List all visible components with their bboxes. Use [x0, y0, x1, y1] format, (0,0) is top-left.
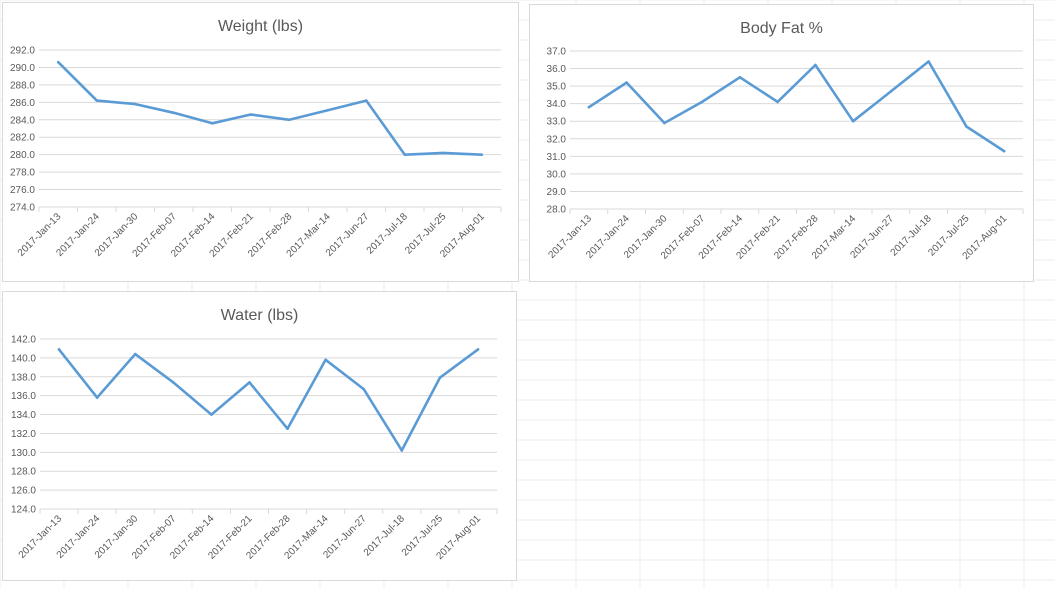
y-tick-label: 31.0 [547, 152, 567, 163]
data-point [249, 113, 253, 116]
y-tick-label: 34.0 [547, 99, 567, 110]
data-point [286, 427, 289, 431]
y-tick-label: 132.0 [11, 429, 36, 440]
y-tick-label: 32.0 [547, 134, 567, 145]
data-point [400, 449, 404, 452]
data-point [663, 121, 666, 125]
data-point [171, 381, 175, 384]
data-point [57, 348, 61, 351]
fat-chart-svg: Body Fat % 28.0 29.0 30.0 31.0 32.0 33.0 34.0 35… [547, 20, 1024, 262]
y-tick-label: 278.0 [10, 168, 35, 179]
data-point [362, 387, 366, 391]
y-tick-label: 276.0 [10, 185, 35, 196]
body-fat-chart[interactable]: Body Fat % 28.0 29.0 30.0 31.0 32.0 33.0 34.0 35… [529, 4, 1034, 282]
data-point [438, 376, 442, 380]
weight-series-line [56, 60, 484, 156]
data-point [814, 63, 817, 67]
y-tick-label: 282.0 [10, 133, 35, 144]
y-tick-label: 134.0 [11, 410, 36, 421]
y-tick-label: 33.0 [547, 117, 567, 128]
data-point [326, 108, 330, 112]
y-tick-label: 280.0 [10, 150, 35, 161]
y-tick-label: 290.0 [10, 63, 35, 74]
data-point [324, 358, 327, 362]
data-point [287, 118, 291, 122]
weight-chart[interactable]: Weight (lbs) 274.0 276.0 278.0 280.0 282.0 284… [2, 2, 519, 282]
water-chart-svg: Water (lbs) 124.0 126.0 128.0 130.0 132.0 134.… [11, 307, 498, 562]
data-point [965, 125, 968, 128]
data-point [889, 90, 893, 93]
data-point [248, 381, 251, 384]
data-point [851, 119, 855, 123]
data-point [210, 413, 213, 416]
y-tick-label: 126.0 [11, 486, 36, 497]
chart-title: Body Fat % [740, 20, 823, 37]
data-point [625, 81, 628, 84]
data-point [95, 99, 99, 102]
y-tick-label: 30.0 [547, 169, 567, 180]
data-point [480, 153, 484, 156]
y-tick-label: 142.0 [11, 335, 36, 346]
y-tick-label: 140.0 [11, 353, 36, 364]
y-tick-label: 128.0 [11, 467, 36, 478]
chart-title: Water (lbs) [221, 307, 299, 324]
data-point [403, 153, 407, 156]
weight-chart-svg: Weight (lbs) 274.0 276.0 278.0 280.0 282.0 284… [10, 18, 502, 260]
data-point [700, 100, 704, 104]
data-point [210, 121, 214, 125]
y-tick-label: 286.0 [10, 98, 35, 109]
y-tick-label: 138.0 [11, 372, 36, 383]
water-series-line [57, 348, 480, 452]
y-tick-label: 274.0 [10, 203, 35, 214]
data-point [56, 60, 60, 64]
chart-title: Weight (lbs) [218, 18, 303, 35]
y-tick-label: 29.0 [547, 187, 567, 198]
water-chart[interactable]: Water (lbs) 124.0 126.0 128.0 130.0 132.0 134.… [2, 291, 517, 581]
y-tick-label: 288.0 [10, 80, 35, 91]
data-point [441, 151, 445, 155]
data-point [133, 102, 137, 106]
y-tick-label: 124.0 [11, 505, 36, 516]
y-tick-label: 37.0 [547, 47, 567, 58]
data-point [1002, 149, 1006, 153]
data-point [133, 352, 137, 356]
data-point [738, 76, 742, 79]
data-point [172, 111, 176, 115]
data-point [476, 348, 480, 351]
y-tick-label: 292.0 [10, 46, 35, 57]
fat-series-line [587, 60, 1006, 153]
y-tick-label: 130.0 [11, 448, 36, 459]
data-point [364, 99, 368, 102]
data-point [587, 105, 591, 109]
data-point [95, 396, 99, 399]
y-tick-label: 136.0 [11, 391, 36, 402]
y-tick-label: 35.0 [547, 82, 567, 93]
y-tick-label: 284.0 [10, 115, 35, 126]
y-tick-label: 36.0 [547, 64, 567, 75]
y-tick-label: 28.0 [547, 205, 567, 216]
data-point [776, 100, 779, 104]
data-point [927, 60, 930, 63]
